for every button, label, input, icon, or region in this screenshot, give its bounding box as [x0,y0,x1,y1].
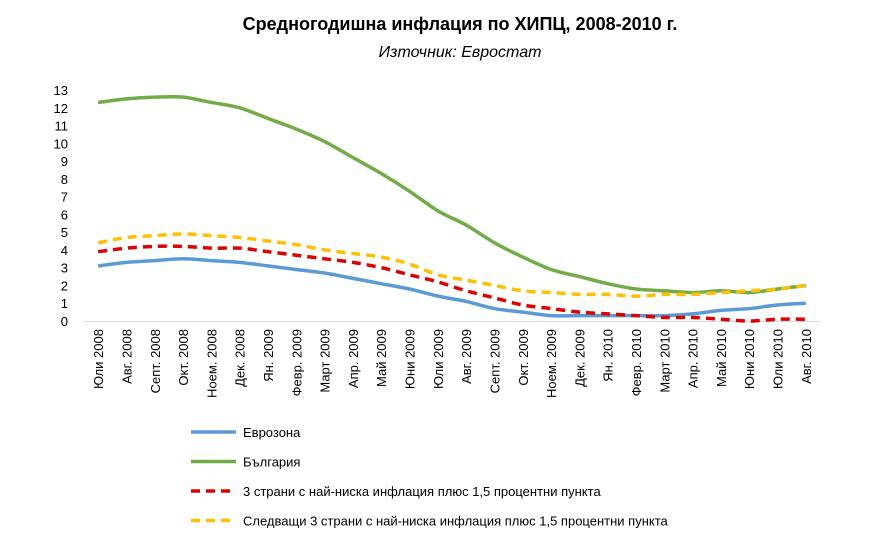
x-tick-label: Окт. 2009 [516,329,531,386]
x-tick-label: Март 2009 [318,329,333,393]
x-tick-label: Юли 2009 [431,329,446,389]
y-tick-label: 5 [61,225,68,240]
legend-item-lowest3[interactable]: 3 страни с най-ниска инфлация плюс 1,5 п… [191,484,601,499]
legend-label: Следващи 3 страни с най-ниска инфлация п… [243,514,669,529]
y-tick-label: 13 [54,83,68,98]
legend[interactable]: Еврозона България 3 страни с най-ниска инф… [191,425,669,529]
x-tick-label: Ноем. 2008 [204,329,219,398]
y-tick-label: 3 [61,261,68,276]
y-tick-label: 7 [61,190,68,205]
x-tick-label: Дек. 2008 [233,329,248,387]
y-tick-label: 11 [55,119,69,134]
legend-item-bulgaria[interactable]: България [191,455,300,470]
x-tick-label: Авг. 2010 [799,329,814,384]
legend-label: 3 страни с най-ниска инфлация плюс 1,5 п… [243,484,601,499]
chart-subtitle: Източник: Евростат [379,44,542,61]
y-tick-label: 1 [61,296,68,311]
legend-item-eurozone[interactable]: Еврозона [191,425,301,440]
x-tick-label: Септ. 2008 [148,329,163,393]
y-tick-label: 2 [61,278,68,293]
legend-item-next3[interactable]: Следващи 3 страни с най-ниска инфлация п… [191,514,669,529]
x-tick-label: Юни 2010 [742,329,757,389]
y-tick-label: 8 [61,172,68,187]
series-lowest3-line [97,244,806,323]
x-tick-label: Авг. 2009 [459,329,474,384]
x-tick-label: Ноем. 2009 [544,329,559,398]
x-tick-label: Юли 2008 [91,329,106,389]
chart-title: Средногодишна инфлация по ХИПЦ, 2008-201… [243,14,678,34]
series-lines [97,94,807,323]
x-tick-label: Май 2010 [714,329,729,387]
x-tick-label: Септ. 2009 [487,329,502,393]
y-tick-label: 0 [61,314,68,329]
x-tick-label: Февр. 2010 [629,329,644,396]
series-eurozone-line [97,257,806,318]
y-tick-label: 10 [54,136,68,151]
x-tick-label: Ян. 2010 [601,329,616,382]
x-tick-label: Окт. 2008 [176,329,191,386]
legend-label: Еврозона [243,425,301,440]
y-tick-label: 12 [54,101,68,116]
x-tick-label: Юли 2010 [771,329,786,389]
series-bulgaria-line [97,94,807,295]
x-tick-label: Май 2009 [374,329,389,387]
series-next3-line [97,232,807,298]
x-tick-label: Март 2010 [657,329,672,393]
x-axis: Юли 2008 Авг. 2008 Септ. 2008 Окт. 2008 Ноем… [84,321,820,398]
x-tick-label: Авг. 2008 [119,329,134,384]
y-tick-label: 9 [61,154,68,169]
y-tick-label: 4 [61,243,68,258]
x-tick-label: Апр. 2009 [346,329,361,388]
x-tick-label: Юни 2009 [403,329,418,389]
x-tick-label: Апр. 2010 [686,329,701,388]
x-tick-label: Февр. 2009 [289,329,304,396]
y-tick-label: 6 [61,207,68,222]
x-tick-label: Ян. 2009 [261,329,276,382]
legend-label: България [243,455,300,470]
x-tick-label: Дек. 2009 [572,329,587,387]
